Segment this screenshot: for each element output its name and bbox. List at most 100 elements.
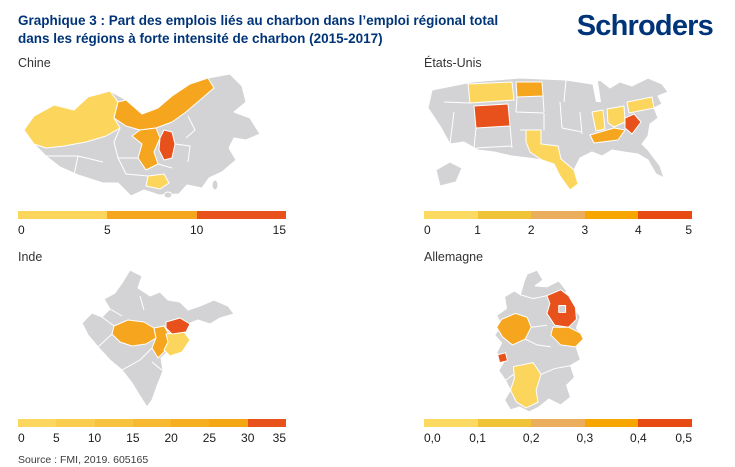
legend-bar-germany xyxy=(424,419,692,428)
legend-segment xyxy=(247,419,286,428)
legend-ticks-united-states: 0 1 2 3 4 5 xyxy=(424,223,692,238)
hainan-island xyxy=(163,191,173,199)
region-odisha xyxy=(163,331,191,357)
germany-map-wrap xyxy=(424,266,710,416)
legend-tick: 0 xyxy=(18,223,25,238)
legend-tick: 1 xyxy=(474,223,481,238)
legend-segment xyxy=(584,419,639,428)
region-pennsylvania xyxy=(626,96,655,114)
legend-segment xyxy=(94,419,133,428)
legend-tick: 0,3 xyxy=(576,431,594,446)
legend-segment xyxy=(56,419,95,428)
header: Graphique 3 : Part des emplois liés au c… xyxy=(0,0,735,52)
us-map xyxy=(427,77,669,191)
legend-tick: 0,4 xyxy=(630,431,647,446)
legend-segment xyxy=(18,211,108,220)
lake-michigan xyxy=(592,82,601,103)
legend-segment xyxy=(209,419,248,428)
india-map-wrap xyxy=(18,266,290,416)
legend-tick: 2 xyxy=(527,223,535,238)
legend-segment xyxy=(18,419,57,428)
region-inner-mongolia xyxy=(113,77,215,131)
panel-germany: Allemagne 0,0 0,1 0,2 0,3 0,4 0,5 xyxy=(424,248,710,446)
panel-title-india: Inde xyxy=(18,250,43,265)
germany-map xyxy=(494,269,585,413)
legend-bar-india xyxy=(18,419,286,428)
legend-tick: 4 xyxy=(635,223,642,238)
region-madhya-pradesh xyxy=(111,319,157,347)
legend-segment xyxy=(584,211,639,220)
region-berlin xyxy=(558,305,567,314)
legend-segment xyxy=(132,419,172,428)
region-ohio xyxy=(606,105,626,128)
panel-china: Chine 0 5 10 15 xyxy=(18,54,290,238)
legend-china: 0 5 10 15 xyxy=(18,211,290,238)
legend-india: 0 5 10 15 20 25 30 35 xyxy=(18,419,290,446)
germany-internal-borders xyxy=(505,294,571,381)
legend-ticks-china: 0 5 10 15 xyxy=(18,223,286,238)
legend-tick: 10 xyxy=(189,223,204,238)
legend-segment xyxy=(638,419,692,428)
legend-tick: 15 xyxy=(272,223,286,238)
panel-title-germany: Allemagne xyxy=(424,250,484,265)
legend-segment xyxy=(196,211,286,220)
legend-bar-china xyxy=(18,211,286,220)
legend-segment xyxy=(424,419,478,428)
legend-segment xyxy=(424,211,478,220)
china-map xyxy=(23,73,261,199)
region-west-virginia xyxy=(624,113,642,135)
region-kentucky xyxy=(589,127,626,144)
region-saarland xyxy=(497,352,509,364)
legend-tick: 35 xyxy=(272,431,286,446)
legend-germany: 0,0 0,1 0,2 0,3 0,4 0,5 xyxy=(424,419,710,446)
legend-ticks-germany: 0,0 0,1 0,2 0,3 0,4 0,5 xyxy=(424,431,692,446)
legend-tick: 0 xyxy=(18,431,25,446)
legend-segment xyxy=(638,211,692,220)
legend-tick: 5 xyxy=(685,223,692,238)
region-shaanxi xyxy=(131,127,161,171)
region-jharkhand xyxy=(165,317,191,335)
panel-india: Inde 0 5 10 15 20 25 30 35 xyxy=(18,248,290,446)
region-north-rhine-westphalia xyxy=(496,313,532,346)
legend-tick: 25 xyxy=(202,431,217,446)
legend-tick: 5 xyxy=(103,223,111,238)
legend-segment xyxy=(477,419,532,428)
legend-tick: 20 xyxy=(164,431,178,446)
panel-united-states: États-Unis 0 1 2 3 4 5 xyxy=(424,54,710,238)
alaska xyxy=(435,161,463,187)
legend-segment xyxy=(531,211,585,220)
legend-tick: 0,2 xyxy=(522,431,540,446)
legend-segment xyxy=(477,211,532,220)
us-map-wrap xyxy=(424,72,710,208)
region-guizhou xyxy=(145,173,170,190)
taiwan-island xyxy=(211,179,219,191)
legend-ticks-india: 0 5 10 15 20 25 30 35 xyxy=(18,431,286,446)
chart-title-line1: Graphique 3 : Part des emplois liés au c… xyxy=(18,13,499,28)
schroders-logo: Schroders xyxy=(576,10,714,42)
china-internal-borders xyxy=(46,115,196,177)
legend-segment xyxy=(531,419,585,428)
legend-tick: 0,5 xyxy=(675,431,692,446)
legend-tick: 0 xyxy=(424,223,431,238)
india-internal-borders xyxy=(97,296,164,372)
legend-tick: 15 xyxy=(126,431,140,446)
legend-tick: 0,0 xyxy=(424,431,441,446)
region-baden-wurttemberg xyxy=(509,362,542,409)
legend-tick: 0,1 xyxy=(469,431,486,446)
region-shanxi xyxy=(158,129,176,161)
legend-segment xyxy=(107,211,197,220)
legend-segment xyxy=(171,419,210,428)
region-indiana xyxy=(591,109,606,132)
panel-title-united-states: États-Unis xyxy=(424,56,482,71)
region-wyoming xyxy=(473,103,511,129)
legend-tick: 10 xyxy=(87,431,102,446)
legend-bar-united-states xyxy=(424,211,692,220)
legend-tick: 3 xyxy=(581,223,589,238)
charts-grid: Chine 0 5 10 15 États-Unis xyxy=(0,54,735,446)
legend-tick: 5 xyxy=(52,431,60,446)
chart-title-line2: dans les régions à forte intensité de ch… xyxy=(18,31,383,47)
china-map-wrap xyxy=(18,72,290,208)
source-note: Source : FMI, 2019. 605165 xyxy=(18,454,149,467)
chart-title: Graphique 3 : Part des emplois liés au c… xyxy=(18,12,498,48)
panel-title-china: Chine xyxy=(18,56,51,71)
